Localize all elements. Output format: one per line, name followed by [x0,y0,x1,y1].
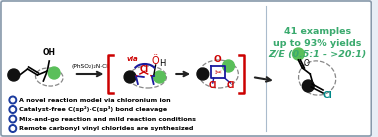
Text: Cl: Cl [209,82,217,91]
Circle shape [11,108,15,111]
Circle shape [302,80,314,92]
Text: Ö: Ö [152,56,160,66]
Text: (PhSO₂)₂N·Cl: (PhSO₂)₂N·Cl [71,64,108,69]
Circle shape [8,69,20,81]
Text: O: O [304,58,309,68]
Text: up to 93% yields: up to 93% yields [273,38,361,48]
Text: Cl: Cl [226,82,235,91]
Text: O: O [214,55,222,65]
Circle shape [9,106,17,113]
Text: Catalyst-free C(sp²)·C(sp³) bond cleavage: Catalyst-free C(sp²)·C(sp³) bond cleavag… [19,106,167,112]
Circle shape [9,96,17,104]
Text: Remote carbonyl vinyl chlorides are synthesized: Remote carbonyl vinyl chlorides are synt… [19,126,193,131]
Circle shape [11,127,15,130]
Circle shape [9,115,17,123]
Circle shape [293,48,304,60]
Circle shape [124,71,136,83]
Circle shape [11,98,15,102]
Text: 41 examples: 41 examples [284,28,351,36]
Text: Mix-and-go reaction and mild reaction conditions: Mix-and-go reaction and mild reaction co… [19,116,196,122]
Circle shape [48,67,60,79]
Text: H: H [159,58,166,68]
Circle shape [11,117,15,121]
Text: A novel reaction model via chloronium ion: A novel reaction model via chloronium io… [19,98,170,102]
FancyBboxPatch shape [1,1,371,136]
Circle shape [9,125,17,132]
Text: ✂: ✂ [214,68,221,76]
Text: Cl: Cl [139,65,148,73]
Circle shape [197,68,209,80]
Text: OH: OH [43,48,56,57]
Text: Z/E (0.5:1 - >20:1): Z/E (0.5:1 - >20:1) [268,49,366,58]
Text: via: via [126,56,138,62]
Circle shape [223,60,234,72]
Circle shape [153,71,166,83]
Text: Cl: Cl [322,91,332,99]
